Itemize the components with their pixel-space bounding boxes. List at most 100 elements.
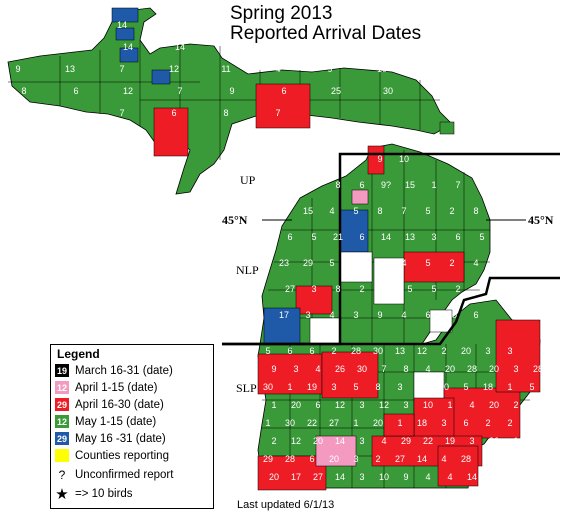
nlp-county-date: 27 <box>351 258 361 268</box>
nlp-county-date: 4 <box>353 154 358 164</box>
slp-county-date: 27 <box>329 418 339 428</box>
slp-county-date: 1 <box>265 418 270 428</box>
legend-row-april-late: 29 April 16-30 (date) <box>55 397 164 412</box>
up-county-date: 15 <box>227 42 237 52</box>
nlp-county-date: 4 <box>329 310 334 320</box>
county-april-late <box>403 251 465 283</box>
legend-title: Legend <box>57 347 100 361</box>
nlp-county-date: 8 <box>335 180 340 190</box>
nlp-county-date: 4 <box>401 258 406 268</box>
title-line-2: Reported Arrival Dates <box>230 23 422 44</box>
slp-county-date: 6 <box>463 418 468 428</box>
slp-county-date: 3 <box>441 418 446 428</box>
legend-row-april-early: 12 April 1-15 (date) <box>55 380 157 395</box>
up-county-date: 15 <box>279 42 289 52</box>
up-county-date: 8 <box>223 108 228 118</box>
nlp-county-date: 4 <box>329 206 334 216</box>
slp-county-date: 30 <box>533 472 543 482</box>
legend-swatch-may-early: 12 <box>55 415 69 428</box>
up-county-date: 30 <box>383 86 393 96</box>
up-county-date: 7 <box>177 86 182 96</box>
nlp-county-date: 5 <box>431 284 436 294</box>
legend-swatch-may-late: 29 <box>55 432 69 445</box>
county-may-early <box>439 121 455 135</box>
county-april-early <box>351 189 369 205</box>
nlp-county-date: 15 <box>303 206 313 216</box>
up-county-date: 6 <box>281 86 286 96</box>
slp-county-date: 20 <box>445 364 455 374</box>
slp-county-date: 17 <box>291 472 301 482</box>
slp-county-date: 13 <box>395 346 405 356</box>
legend-row-may-early: 12 May 1-15 (date) <box>55 414 156 429</box>
slp-county-date: 14 <box>417 454 427 464</box>
up-county-date: 17 <box>273 20 283 30</box>
slp-county-date: 3 <box>293 364 298 374</box>
nlp-county-date: 10 <box>447 310 457 320</box>
nlp-county-date: 27 <box>327 154 337 164</box>
up-county-date: 6 <box>73 42 78 52</box>
slp-county-date: 22 <box>423 436 433 446</box>
slp-county-date: 9 <box>271 364 276 374</box>
slp-county-date: 12 <box>417 346 427 356</box>
slp-county-date: 7 <box>381 364 386 374</box>
county-may-late <box>263 307 301 345</box>
nlp-county-date: 4 <box>311 180 316 190</box>
star-icon: ★ <box>55 485 69 503</box>
legend: Legend 19 March 16-31 (date) 12 April 1-… <box>50 344 214 509</box>
nlp-county-date: 2 <box>449 258 454 268</box>
slp-county-date: 20 <box>439 382 449 392</box>
nlp-county-date: 3 <box>311 284 316 294</box>
slp-county-date: 5 <box>353 382 358 392</box>
slp-county-date: 2 <box>375 454 380 464</box>
up-county-date: 16 <box>169 20 179 30</box>
county-april-late <box>153 107 189 157</box>
county-april-late <box>255 83 311 129</box>
nlp-county-date: 9 <box>287 180 292 190</box>
nlp-county-date: 5 <box>383 284 388 294</box>
nlp-county-date: 3 <box>305 310 310 320</box>
nlp-county-date: 5 <box>311 232 316 242</box>
legend-row-may-late: 29 May 16 -31 (date) <box>55 431 166 446</box>
up-county-date: 14 <box>221 20 231 30</box>
legend-swatch-april-early: 12 <box>55 381 69 394</box>
slp-county-date: 5 <box>265 346 270 356</box>
slp-county-date: 1 <box>447 400 452 410</box>
up-county-date: 7 <box>275 108 280 118</box>
region-label-up: UP <box>240 173 256 187</box>
slp-county-date: 30 <box>263 382 273 392</box>
slp-county-date: 1 <box>271 400 276 410</box>
region-label-slp: SLP <box>236 381 257 395</box>
slp-county-date: 4 <box>425 472 430 482</box>
county-may-late <box>111 7 139 23</box>
nlp-county-date: 5 <box>329 258 334 268</box>
slp-county-date: 20 <box>489 364 499 374</box>
legend-label-reporting: Counties reporting <box>75 449 169 462</box>
slp-county-date: 30 <box>373 346 383 356</box>
slp-county-date: 23 <box>527 454 537 464</box>
slp-county-date: 2 <box>271 436 276 446</box>
nlp-county-date: 4 <box>401 310 406 320</box>
slp-county-date: 18 <box>417 418 427 428</box>
legend-label-april-late: April 16-30 (date) <box>75 398 164 411</box>
slp-county-date: 2 <box>441 346 446 356</box>
county-april-late <box>383 413 415 437</box>
legend-row-unconfirmed: ? Unconfirmed report <box>55 467 174 482</box>
slp-county-date: 4 <box>469 400 474 410</box>
slp-county-date: 1 <box>507 382 512 392</box>
slp-county-date: 12 <box>335 400 345 410</box>
legend-swatch-april-late: 29 <box>55 398 69 411</box>
region-label-nlp: NLP <box>236 263 259 277</box>
legend-row-march: 19 March 16-31 (date) <box>55 363 173 378</box>
slp-county-date: 1 <box>353 418 358 428</box>
up-county-date: 13 <box>13 108 23 118</box>
slp-county-date: 6 <box>309 454 314 464</box>
county-april-late <box>443 387 521 439</box>
slp-county-date: 28 <box>533 364 543 374</box>
slp-county-date: 22 <box>307 418 317 428</box>
slp-county-date: 23 <box>511 472 521 482</box>
slp-county-date: 6 <box>315 400 320 410</box>
nlp-county-date: 7 <box>455 180 460 190</box>
up-county-date: 12 <box>123 86 133 96</box>
nlp-county-date: 5 <box>407 284 412 294</box>
